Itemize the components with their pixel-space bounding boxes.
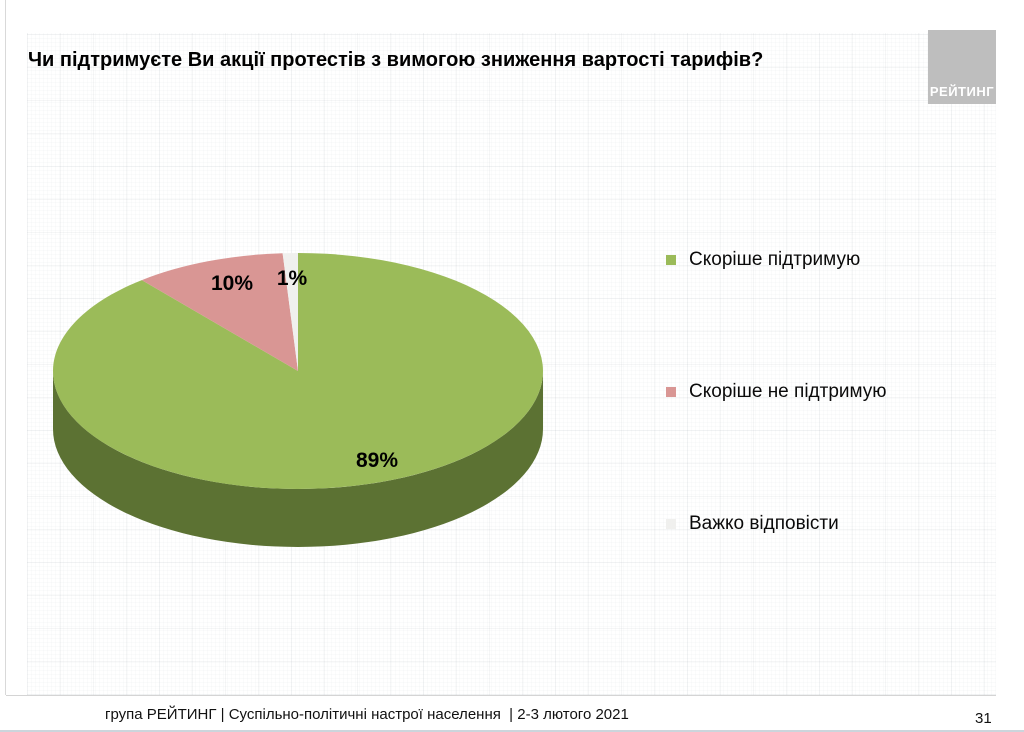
legend-swatch-pink — [666, 387, 676, 397]
pie-data-label-hard-to-say: 1% — [276, 267, 308, 290]
legend-swatch-white — [666, 519, 676, 529]
legend-label: Скоріше підтримую — [689, 249, 861, 270]
legend-swatch-green — [666, 255, 676, 265]
legend-label: Важко відповісти — [689, 513, 839, 534]
left-border-line — [5, 0, 6, 695]
slide-title: Чи підтримуєте Ви акції протестів з вимо… — [28, 49, 764, 71]
footer-divider-line — [6, 695, 996, 696]
legend-item-not-support: Скоріше не підтримую — [666, 381, 887, 403]
rating-logo-text: РЕЙТИНГ — [929, 84, 995, 99]
pie-data-label-support: 89% — [355, 449, 399, 472]
bottom-border-line — [0, 730, 1024, 732]
footer-text: група РЕЙТИНГ | Суспільно-політичні наст… — [105, 706, 629, 723]
pie-data-label-not-support: 10% — [210, 272, 254, 295]
page-number: 31 — [975, 710, 992, 727]
legend-label: Скоріше не підтримую — [689, 381, 887, 402]
legend-item-support: Скоріше підтримую — [666, 249, 860, 271]
rating-group-logo: РЕЙТИНГ — [928, 30, 996, 104]
legend-item-hard-to-say: Важко відповісти — [666, 513, 839, 535]
